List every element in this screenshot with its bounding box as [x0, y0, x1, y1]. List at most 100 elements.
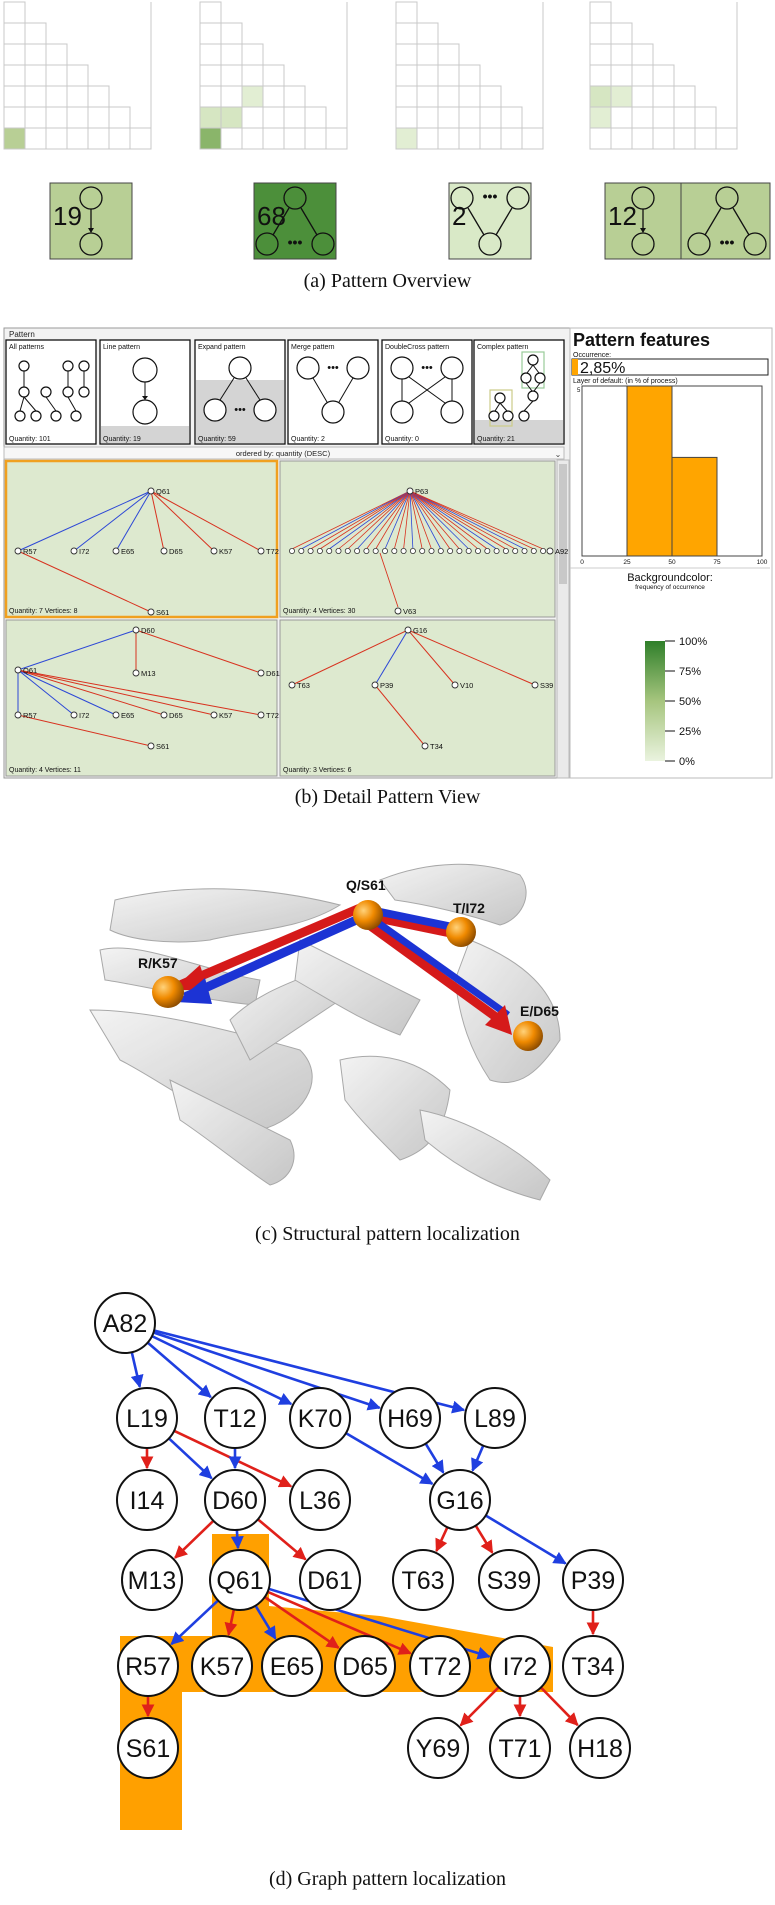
overview-cell[interactable] [589, 43, 612, 66]
graph-node[interactable]: S39 [478, 1549, 540, 1611]
overview-cell[interactable] [673, 85, 696, 108]
overview-cell[interactable] [652, 64, 675, 87]
graph-node[interactable]: L89 [464, 1387, 526, 1449]
overview-cell[interactable] [262, 127, 285, 150]
pattern-tab[interactable]: DoubleCross pattern Quantity: 0 ••• [381, 339, 473, 445]
pattern-tab[interactable]: Complex pattern Quantity: 21 [473, 339, 565, 445]
overview-cell[interactable] [108, 106, 131, 129]
overview-tile[interactable]: ••• 2 [448, 182, 532, 260]
overview-cell[interactable] [241, 106, 264, 129]
overview-tile[interactable]: •••68 [253, 182, 337, 260]
pattern-tab[interactable]: Line pattern Quantity: 19 [99, 339, 191, 445]
overview-cell[interactable] [715, 127, 738, 150]
overview-cell[interactable] [220, 106, 243, 129]
overview-cell[interactable] [395, 106, 418, 129]
overview-cell[interactable] [416, 22, 439, 45]
overview-cell[interactable] [199, 85, 222, 108]
overview-cell[interactable] [220, 85, 243, 108]
overview-cell[interactable] [283, 127, 306, 150]
graph-node[interactable]: K57 [191, 1635, 253, 1697]
overview-cell[interactable] [66, 127, 89, 150]
overview-cell[interactable] [610, 64, 633, 87]
overview-cell[interactable] [416, 85, 439, 108]
overview-cell[interactable] [220, 43, 243, 66]
overview-cell[interactable] [416, 106, 439, 129]
overview-cell[interactable] [395, 22, 418, 45]
overview-cell[interactable] [129, 127, 152, 150]
graph-node[interactable]: T34 [562, 1635, 624, 1697]
overview-cell[interactable] [652, 85, 675, 108]
overview-cell[interactable] [3, 106, 26, 129]
overview-cell[interactable] [262, 64, 285, 87]
graph-node[interactable]: G16 [429, 1469, 491, 1531]
pattern-tab[interactable]: Merge pattern Quantity: 2 ••• [287, 339, 379, 445]
overview-cell[interactable] [24, 85, 47, 108]
overview-cell[interactable] [3, 85, 26, 108]
overview-cell[interactable] [652, 106, 675, 129]
overview-cell[interactable] [589, 1, 612, 24]
pattern-tab[interactable]: All patterns Quantity: 101 [5, 339, 97, 445]
overview-cell[interactable] [589, 22, 612, 45]
overview-cell[interactable] [87, 127, 110, 150]
graph-node[interactable]: H69 [379, 1387, 441, 1449]
graph-node[interactable]: T12 [204, 1387, 266, 1449]
overview-cell[interactable] [458, 64, 481, 87]
overview-cell[interactable] [3, 22, 26, 45]
graph-node[interactable]: T72 [409, 1635, 471, 1697]
pattern-cell[interactable]: D60 Q61 M13 D61 R57 I72 E65 D65 K57 T72 S61 Quantit… [5, 619, 280, 777]
overview-cell[interactable] [45, 106, 68, 129]
graph-node[interactable]: H18 [569, 1717, 631, 1779]
overview-cell[interactable] [24, 127, 47, 150]
overview-cell[interactable] [66, 64, 89, 87]
graph-node[interactable]: L19 [116, 1387, 178, 1449]
overview-cell[interactable] [283, 85, 306, 108]
overview-cell[interactable] [24, 22, 47, 45]
overview-tile[interactable]: ••• 12 [604, 182, 771, 260]
overview-cell[interactable] [521, 127, 544, 150]
overview-cell[interactable] [45, 127, 68, 150]
overview-cell[interactable] [610, 43, 633, 66]
overview-cell[interactable] [283, 106, 306, 129]
overview-cell[interactable] [304, 106, 327, 129]
overview-cell[interactable] [437, 43, 460, 66]
overview-cell[interactable] [395, 43, 418, 66]
graph-node[interactable]: D60 [204, 1469, 266, 1531]
overview-cell[interactable] [673, 127, 696, 150]
overview-cell[interactable] [631, 85, 654, 108]
overview-cell[interactable] [220, 64, 243, 87]
graph-node[interactable]: I72 [489, 1635, 551, 1697]
overview-cell[interactable] [500, 106, 523, 129]
overview-cell[interactable] [458, 85, 481, 108]
overview-cell[interactable] [694, 106, 717, 129]
overview-cell[interactable] [220, 127, 243, 150]
scrollbar-thumb[interactable] [559, 464, 567, 584]
overview-cell[interactable] [199, 22, 222, 45]
overview-cell[interactable] [437, 127, 460, 150]
graph-node[interactable]: S61 [117, 1717, 179, 1779]
overview-cell[interactable] [3, 43, 26, 66]
graph-node[interactable]: R57 [117, 1635, 179, 1697]
overview-cell[interactable] [45, 64, 68, 87]
graph-node[interactable]: D65 [334, 1635, 396, 1697]
overview-cell[interactable] [3, 64, 26, 87]
overview-cell[interactable] [24, 106, 47, 129]
overview-cell[interactable] [631, 43, 654, 66]
graph-node[interactable]: T71 [489, 1717, 551, 1779]
overview-cell[interactable] [610, 127, 633, 150]
overview-cell[interactable] [416, 127, 439, 150]
overview-cell[interactable] [610, 85, 633, 108]
graph-node[interactable]: A82 [94, 1292, 156, 1354]
graph-node[interactable]: P39 [562, 1549, 624, 1611]
graph-node[interactable]: Y69 [407, 1717, 469, 1779]
overview-cell[interactable] [610, 22, 633, 45]
graph-node[interactable]: D61 [299, 1549, 361, 1611]
overview-cell[interactable] [66, 85, 89, 108]
overview-cell[interactable] [589, 106, 612, 129]
pattern-cell[interactable]: P63 A92 V63 Quantity: 4 Vertices: 30 [279, 460, 568, 618]
overview-cell[interactable] [45, 85, 68, 108]
overview-cell[interactable] [199, 43, 222, 66]
overview-cell[interactable] [631, 127, 654, 150]
overview-cell[interactable] [24, 64, 47, 87]
overview-cell[interactable] [437, 106, 460, 129]
graph-node[interactable]: L36 [289, 1469, 351, 1531]
